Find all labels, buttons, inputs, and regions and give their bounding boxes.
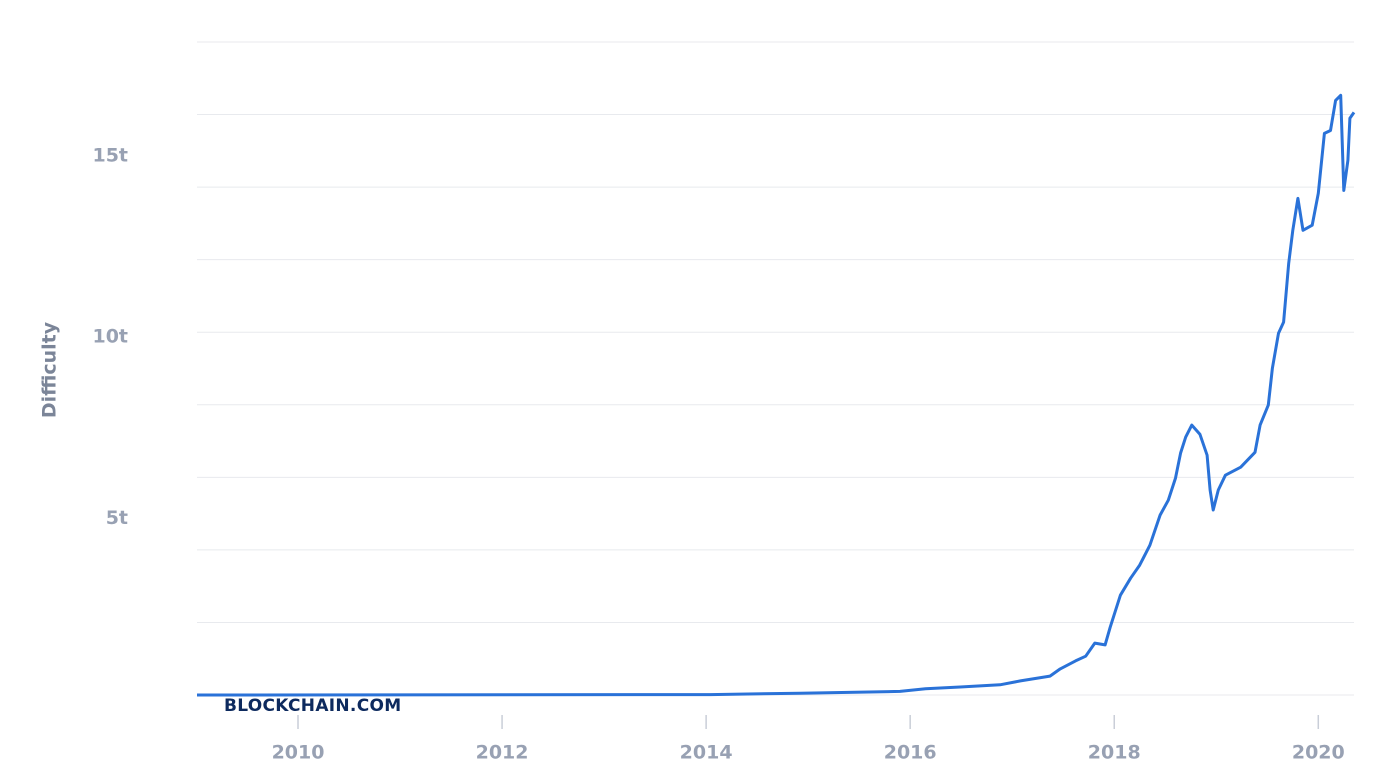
y-axis-label: Difficulty <box>39 321 61 418</box>
y-tick-label: 15t <box>92 144 128 166</box>
x-tick-label: 2018 <box>1088 742 1141 764</box>
x-tick-label: 2014 <box>680 742 733 764</box>
watermark: BLOCKCHAIN.COM <box>224 696 401 716</box>
difficulty-line <box>196 93 1356 697</box>
x-tick-label: 2016 <box>884 742 937 764</box>
y-tick-label: 10t <box>92 326 128 348</box>
x-tick-label: 2020 <box>1292 742 1345 764</box>
x-tick-label: 2010 <box>272 742 325 764</box>
x-tick-label: 2012 <box>476 742 529 764</box>
y-tick-label: 5t <box>106 507 128 529</box>
